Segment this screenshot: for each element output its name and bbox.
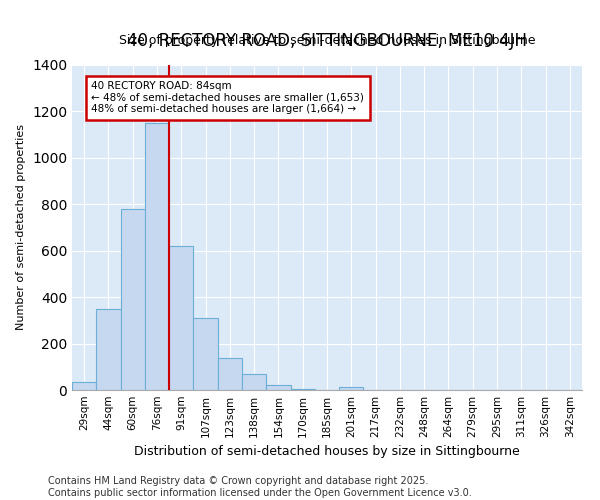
Bar (145, 123, 169, 390)
Y-axis label: Number of semi-detached properties: Number of semi-detached properties (16, 124, 26, 330)
Bar (339, 386, 364, 390)
Bar (266, 386, 290, 390)
Bar (169, 246, 193, 390)
Text: 40 RECTORY ROAD: 84sqm
← 48% of semi-detached houses are smaller (1,653)
48% of : 40 RECTORY ROAD: 84sqm ← 48% of semi-det… (91, 81, 364, 114)
Text: Contains HM Land Registry data © Crown copyright and database right 2025.
Contai: Contains HM Land Registry data © Crown c… (48, 476, 472, 498)
Bar (290, 389, 315, 390)
X-axis label: Distribution of semi-detached houses by size in Sittingbourne: Distribution of semi-detached houses by … (134, 446, 520, 458)
Bar (72, 382, 96, 390)
Text: Size of property relative to semi-detached houses in Sittingbourne: Size of property relative to semi-detach… (119, 34, 535, 47)
Bar (121, 209, 145, 390)
Bar (242, 374, 266, 390)
Bar (193, 318, 218, 390)
Bar (96, 308, 121, 390)
Bar (218, 358, 242, 390)
Title: 40, RECTORY ROAD, SITTINGBOURNE, ME10 4JH: 40, RECTORY ROAD, SITTINGBOURNE, ME10 4J… (127, 32, 527, 50)
